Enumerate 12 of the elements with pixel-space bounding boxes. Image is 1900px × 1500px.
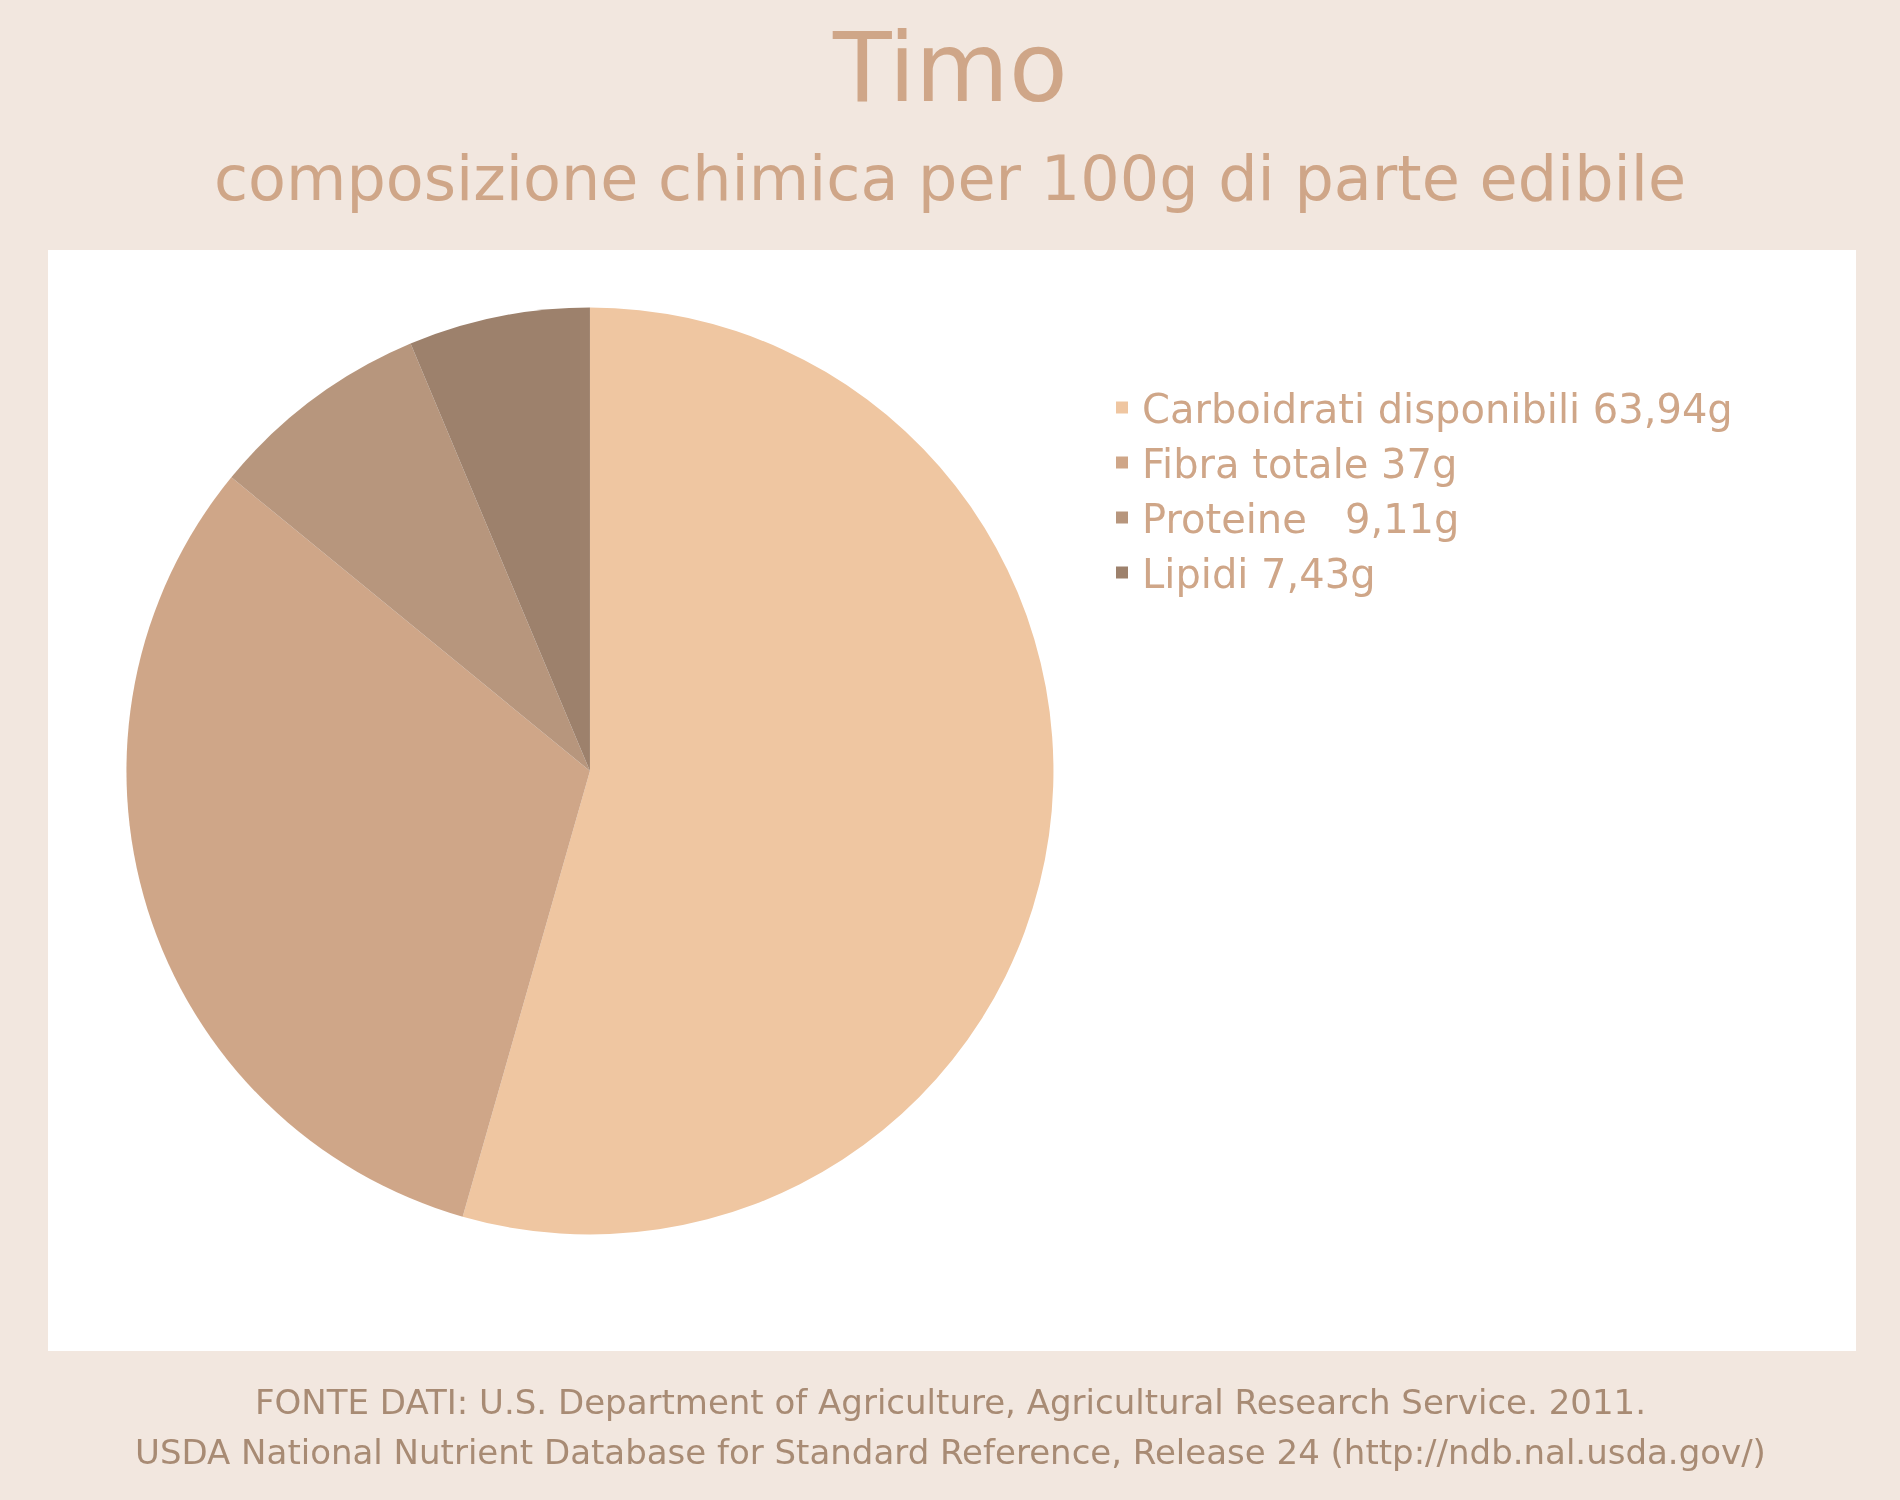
chart-title: Timo [832,12,1068,124]
legend-label: Lipidi 7,43g [1142,551,1376,598]
pie-slice [462,307,1053,1235]
legend-label: Fibra totale 37g [1142,441,1458,488]
pie-slice [410,307,590,771]
legend-label: Proteine 9,11g [1142,496,1460,543]
pie-slice [127,477,590,1217]
legend-label: Carboidrati disponibili 63,94g [1142,386,1733,433]
source-note: FONTE DATI: U.S. Department of Agriculture, Agricultural Research Service. 2011. [255,1382,1646,1422]
chart-subtitle: composizione chimica per 100g di parte edibile [214,142,1687,215]
pie-slice [231,343,590,771]
text: USDA National Nutrient Database for Standard Reference, Release 24 (http://ndb.nal.usda.gov/) [135,1432,1766,1472]
